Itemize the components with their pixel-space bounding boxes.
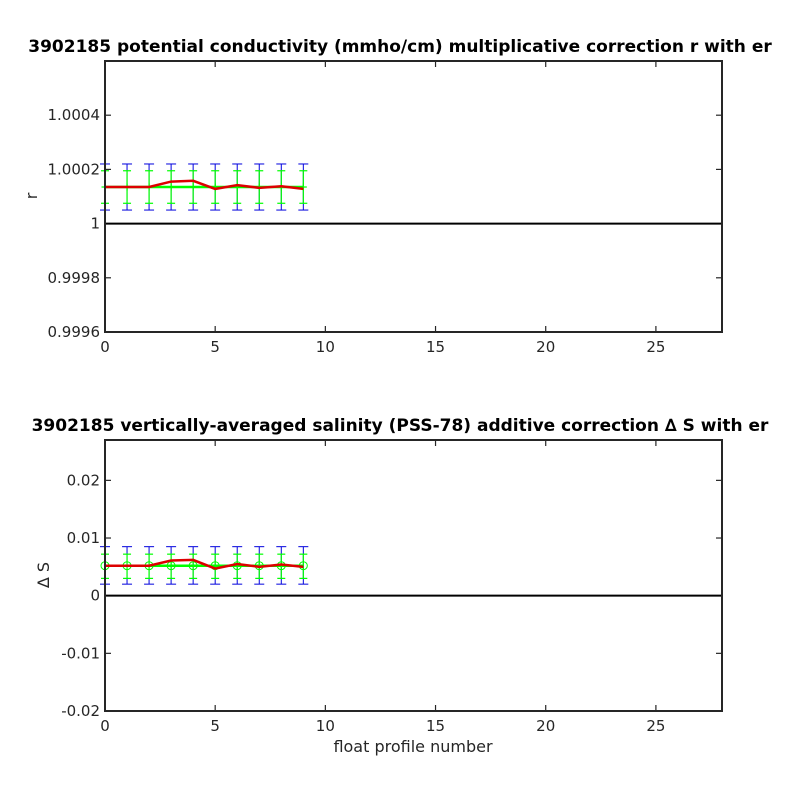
x-tick-label: 5: [210, 338, 220, 356]
y-axis-label: r: [22, 192, 41, 199]
x-tick-label: 15: [426, 338, 445, 356]
y-tick-label: 0.01: [67, 529, 100, 547]
x-tick-label: 15: [426, 717, 445, 735]
y-tick-label: -0.01: [61, 644, 100, 662]
axes-frame: [104, 60, 723, 333]
series-line-red: [105, 179, 304, 191]
x-tick-label: 0: [100, 338, 110, 356]
y-tick-label: 1.0004: [48, 106, 101, 124]
y-tick-label: 0.9998: [48, 269, 101, 287]
x-tick-label: 5: [210, 717, 220, 735]
y-tick-label: 0.02: [67, 471, 100, 489]
x-tick-label: 25: [646, 717, 665, 735]
circle-marker: [188, 561, 198, 571]
axes-frame: [104, 439, 723, 712]
plot-area: [105, 61, 722, 332]
y-axis-label: ∆ S: [34, 562, 53, 589]
x-axis-label: float profile number: [333, 737, 493, 756]
x-tick-label: 20: [536, 338, 555, 356]
y-tick-label: 0.9996: [48, 323, 101, 341]
x-tick-label: 20: [536, 717, 555, 735]
chart-title: 3902185 vertically-averaged salinity (PS…: [32, 416, 769, 436]
plot-area: [105, 440, 722, 711]
series-line-red: [105, 558, 304, 570]
x-tick-label: 25: [646, 338, 665, 356]
y-tick-label: 0: [90, 587, 100, 605]
y-tick-label: -0.02: [61, 702, 100, 720]
x-tick-label: 10: [316, 338, 335, 356]
x-tick-label: 0: [100, 717, 110, 735]
y-tick-label: 1: [90, 215, 100, 233]
x-tick-label: 10: [316, 717, 335, 735]
y-tick-label: 1.0002: [48, 160, 101, 178]
conductivity-correction-panel: 0 5 10 15 20 25 0.9996 0.9998 1 1.0002 1.0004 39021…: [22, 37, 772, 356]
chart-title: 3902185 potential conductivity (mmho/cm)…: [28, 37, 772, 57]
salinity-correction-panel: 0 5 10 15 20 25 -0.02 -0.01 0 0.01 0.02 3902185 ver…: [32, 416, 769, 756]
